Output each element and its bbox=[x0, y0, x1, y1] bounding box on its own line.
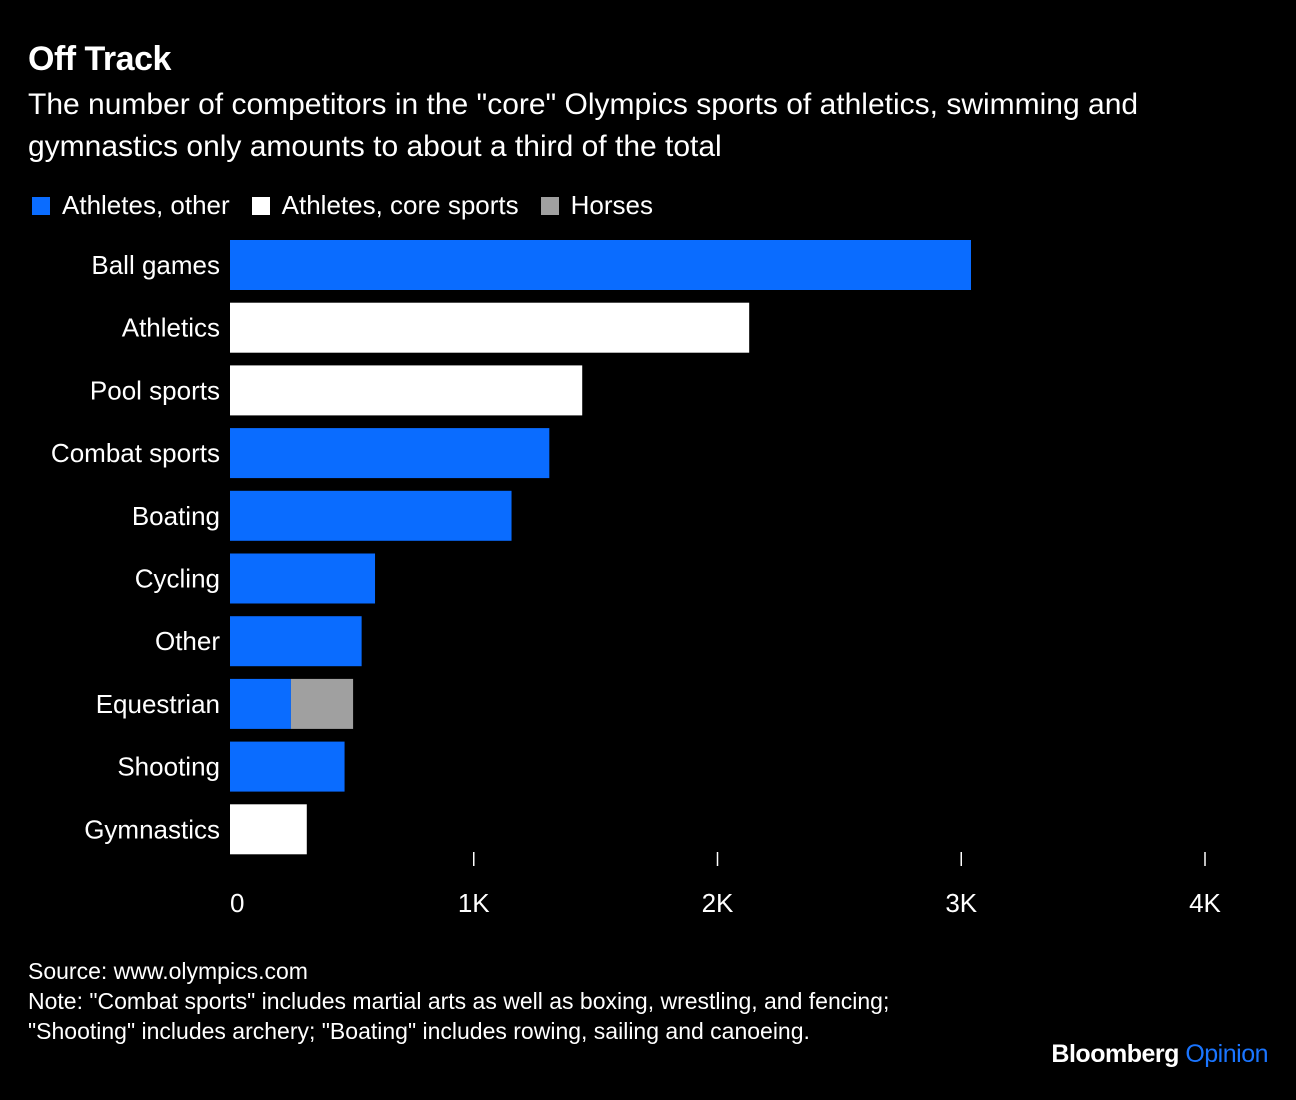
chart-subtitle: The number of competitors in the "core" … bbox=[28, 88, 1139, 163]
bar-boating-athletes-other bbox=[230, 490, 512, 541]
category-label-pool-sports: Pool sports bbox=[90, 375, 220, 405]
category-label-cycling: Cycling bbox=[135, 564, 220, 594]
legend-label-athletes-core: Athletes, core sports bbox=[281, 190, 519, 220]
legend-swatch-athletes-other bbox=[32, 196, 50, 215]
legend-swatch-horses bbox=[540, 196, 559, 215]
source-note: Source: www.olympics.com bbox=[28, 958, 308, 984]
category-label-athletics: Athletics bbox=[122, 313, 220, 343]
footnote: Note: "Combat sports" includes martial a… bbox=[28, 988, 890, 1044]
legend-label-horses: Horses bbox=[570, 190, 654, 220]
legend-label-athletes-other: Athletes, other bbox=[62, 190, 230, 220]
category-label-combat-sports: Combat sports bbox=[51, 438, 220, 468]
category-label-gymnastics: Gymnastics bbox=[84, 814, 220, 844]
category-label-ball-games: Ball games bbox=[91, 250, 220, 280]
category-label-other: Other bbox=[155, 626, 220, 656]
bar-gymnastics-athletes-core-sports bbox=[230, 804, 307, 855]
brand-sub: Opinion bbox=[1185, 1040, 1268, 1068]
legend-item-athletes-core: Athletes, core sports bbox=[251, 190, 519, 221]
chart-title: Off Track bbox=[28, 40, 171, 78]
bar-combat-sports-athletes-other bbox=[230, 428, 550, 479]
x-tick-label-3: 3K bbox=[945, 888, 977, 918]
bar-athletics-athletes-core-sports bbox=[230, 302, 750, 353]
bar-cycling-athletes-other bbox=[230, 553, 376, 604]
bar-equestrian-horses bbox=[290, 678, 354, 729]
bloomberg-opinion-logo: Bloomberg Opinion bbox=[1051, 1040, 1268, 1069]
category-label-equestrian: Equestrian bbox=[96, 689, 220, 719]
bar-ball-games-athletes-other bbox=[230, 240, 971, 290]
legend-item-horses: Horses bbox=[540, 190, 654, 221]
legend-swatch-athletes-core bbox=[251, 196, 270, 215]
bar-equestrian-athletes-other bbox=[230, 678, 291, 729]
bar-pool-sports-athletes-core-sports bbox=[230, 365, 583, 416]
legend-item-athletes-other: Athletes, other bbox=[32, 190, 230, 221]
x-tick-label-2: 2K bbox=[702, 888, 734, 918]
bar-chart: Ball games Athletics Pool sports Combat spo… bbox=[51, 240, 1222, 918]
bar-other-athletes-other bbox=[230, 616, 362, 667]
x-tick-label-4: 4K bbox=[1189, 888, 1221, 918]
legend: Athletes, other Athletes, core sports Ho… bbox=[32, 190, 675, 221]
brand-main: Bloomberg bbox=[1051, 1040, 1179, 1068]
x-tick-label-1: 1K bbox=[458, 888, 490, 918]
x-tick-label-0: 0 bbox=[230, 888, 244, 918]
bar-shooting-athletes-other bbox=[230, 741, 345, 792]
category-label-boating: Boating bbox=[132, 501, 220, 531]
category-label-shooting: Shooting bbox=[117, 752, 220, 782]
